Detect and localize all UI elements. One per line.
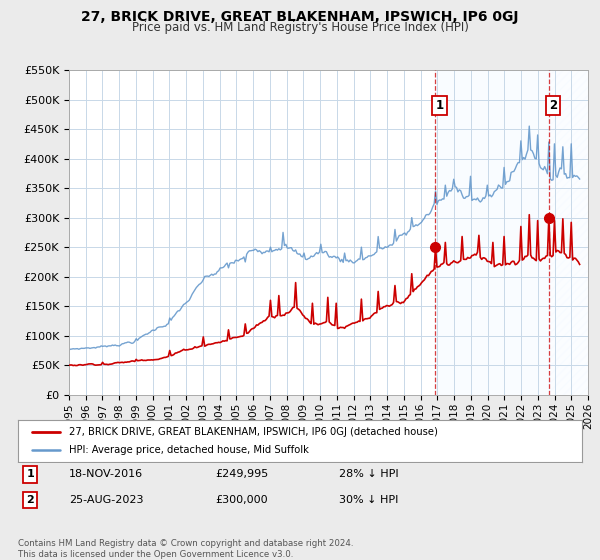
Text: HPI: Average price, detached house, Mid Suffolk: HPI: Average price, detached house, Mid … [69,445,308,455]
Text: 25-AUG-2023: 25-AUG-2023 [69,495,143,505]
Text: 28% ↓ HPI: 28% ↓ HPI [340,469,399,479]
Text: 27, BRICK DRIVE, GREAT BLAKENHAM, IPSWICH, IP6 0GJ (detached house): 27, BRICK DRIVE, GREAT BLAKENHAM, IPSWIC… [69,427,437,437]
Text: £300,000: £300,000 [215,495,268,505]
Text: Contains HM Land Registry data © Crown copyright and database right 2024.
This d: Contains HM Land Registry data © Crown c… [18,539,353,559]
Text: 1: 1 [436,99,443,112]
Text: 27, BRICK DRIVE, GREAT BLAKENHAM, IPSWICH, IP6 0GJ: 27, BRICK DRIVE, GREAT BLAKENHAM, IPSWIC… [81,10,519,24]
Text: 2: 2 [26,495,34,505]
Bar [548,70,588,395]
Text: 18-NOV-2016: 18-NOV-2016 [69,469,143,479]
Text: 30% ↓ HPI: 30% ↓ HPI [340,495,399,505]
Text: 2: 2 [549,99,557,112]
Bar [436,70,548,395]
Text: £249,995: £249,995 [215,469,269,479]
Text: Price paid vs. HM Land Registry's House Price Index (HPI): Price paid vs. HM Land Registry's House … [131,21,469,34]
Text: 1: 1 [26,469,34,479]
